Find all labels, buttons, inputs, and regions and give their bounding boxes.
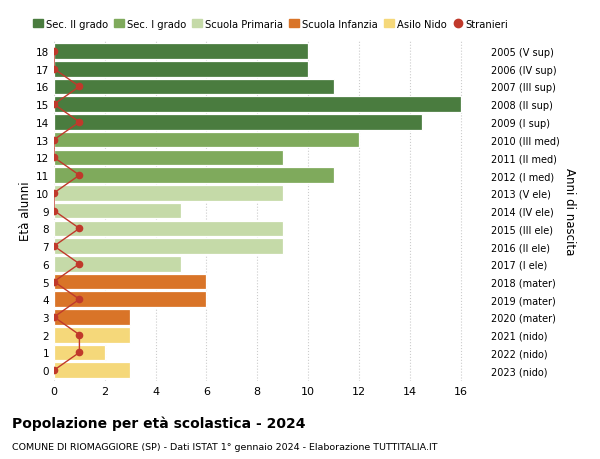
Legend: Sec. II grado, Sec. I grado, Scuola Primaria, Scuola Infanzia, Asilo Nido, Stran: Sec. II grado, Sec. I grado, Scuola Prim…: [29, 16, 512, 34]
Bar: [54, 327, 130, 343]
Bar: [54, 97, 461, 113]
Bar: [54, 239, 283, 254]
Bar: [54, 115, 422, 130]
Bar: [54, 79, 334, 95]
Bar: [54, 133, 359, 148]
Bar: [54, 363, 130, 378]
Bar: [54, 345, 105, 360]
Y-axis label: Anni di nascita: Anni di nascita: [563, 168, 576, 255]
Bar: [54, 257, 181, 272]
Y-axis label: Età alunni: Età alunni: [19, 181, 32, 241]
Bar: [54, 203, 181, 219]
Bar: [54, 168, 334, 184]
Bar: [54, 274, 206, 290]
Bar: [54, 292, 206, 308]
Bar: [54, 221, 283, 237]
Text: COMUNE DI RIOMAGGIORE (SP) - Dati ISTAT 1° gennaio 2024 - Elaborazione TUTTITALI: COMUNE DI RIOMAGGIORE (SP) - Dati ISTAT …: [12, 442, 437, 451]
Bar: [54, 44, 308, 60]
Bar: [54, 150, 283, 166]
Text: Popolazione per età scolastica - 2024: Popolazione per età scolastica - 2024: [12, 415, 305, 430]
Bar: [54, 62, 308, 78]
Bar: [54, 309, 130, 325]
Bar: [54, 185, 283, 201]
